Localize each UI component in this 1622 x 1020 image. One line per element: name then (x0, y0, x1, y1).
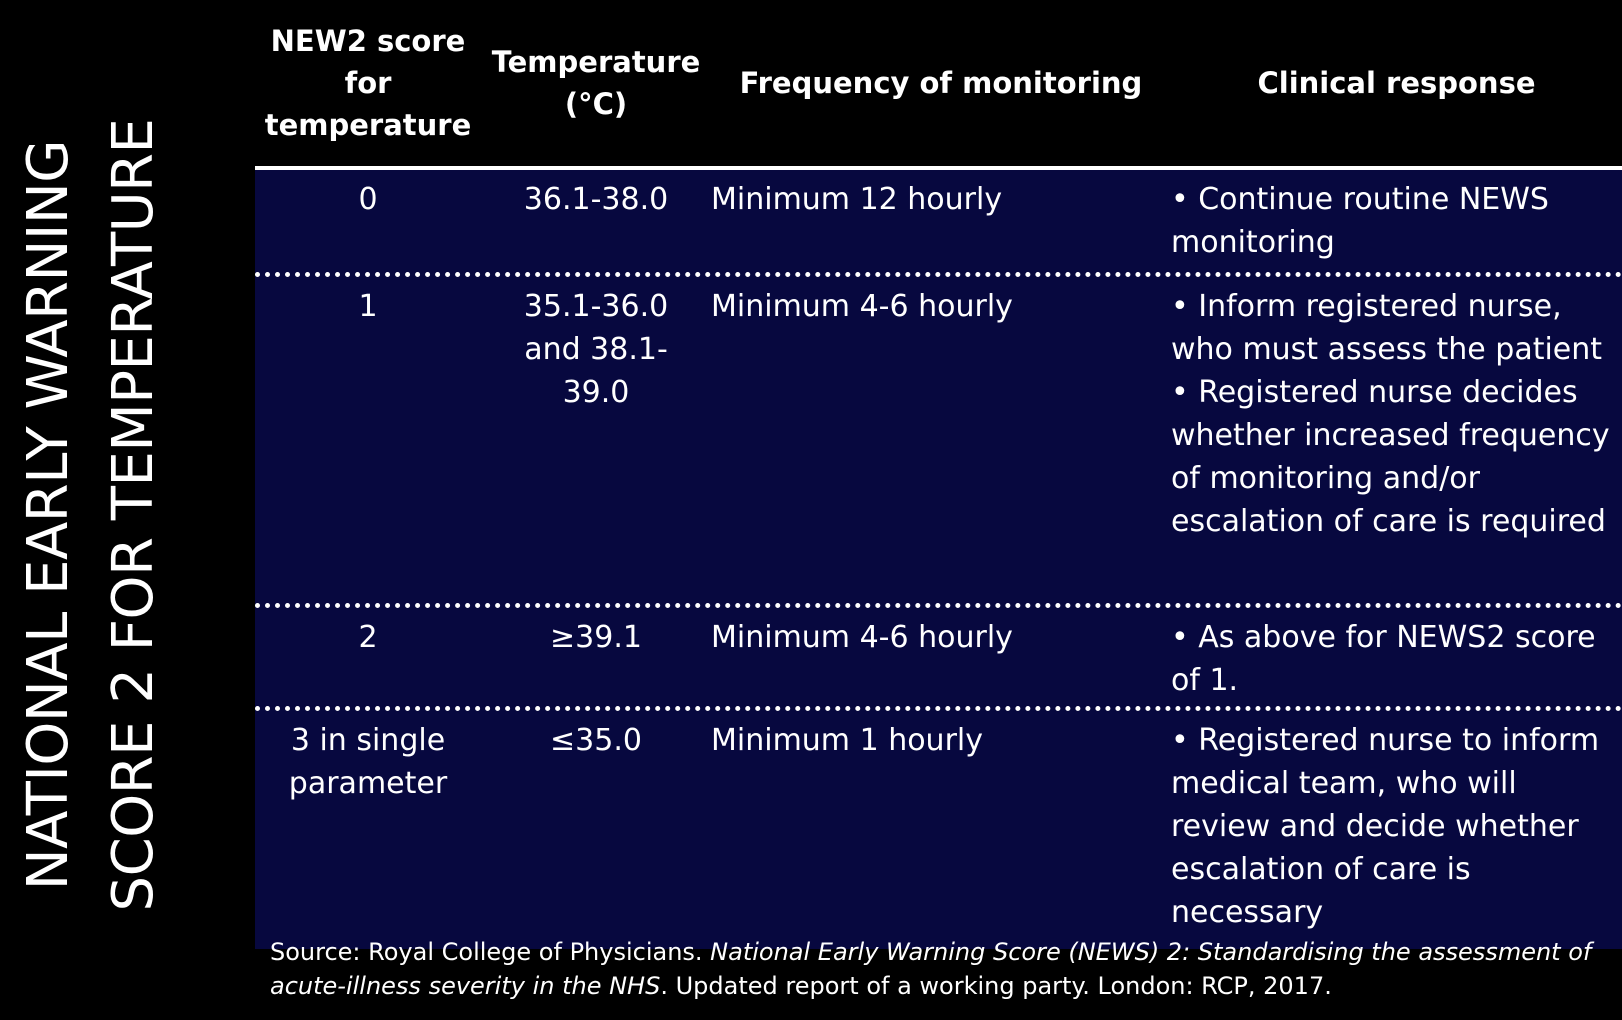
header-response: Clinical response (1257, 66, 1536, 100)
table-row: 3 in single parameter ≤35.0 Minimum 1 ho… (255, 711, 1622, 949)
side-title-line2: SCORE 2 FOR TEMPERATURE (100, 118, 166, 912)
header-score: NEW2 score for temperature (264, 24, 472, 142)
temperature-text: 35.1-36.0 and 38.1-39.0 (523, 289, 669, 410)
response-cell: • Inform registered nurse, who must asse… (1171, 285, 1622, 603)
table-row: 0 36.1-38.0 Minimum 12 hourly • Continue… (255, 170, 1622, 272)
table-row: 1 35.1-36.0 and 38.1-39.0 Minimum 4-6 ho… (255, 277, 1622, 603)
response-item: • Inform registered nurse, who must asse… (1171, 289, 1603, 367)
source-citation: Source: Royal College of Physicians. Nat… (270, 935, 1600, 1003)
frequency-cell: Minimum 1 hourly (711, 723, 983, 758)
temperature-cell: 36.1-38.0 (523, 182, 669, 217)
table-header: NEW2 score for temperature Temperature (… (255, 0, 1622, 170)
table-body: 0 36.1-38.0 Minimum 12 hourly • Continue… (255, 170, 1622, 949)
side-title-line1: NATIONAL EARLY WARNING (15, 139, 81, 891)
side-title: NATIONAL EARLY WARNING SCORE 2 FOR TEMPE… (8, 100, 173, 930)
source-suffix: . Updated report of a working party. Lon… (660, 972, 1332, 1000)
response-cell: • Registered nurse to inform medical tea… (1171, 719, 1622, 949)
frequency-cell: Minimum 12 hourly (711, 182, 1003, 217)
row-divider (255, 706, 1622, 711)
response-item: • Registered nurse to inform medical tea… (1171, 723, 1600, 930)
header-temperature: Temperature (°C) (491, 45, 701, 121)
score-cell: 1 (358, 289, 378, 324)
response-cell: • Continue routine NEWS monitoring (1171, 178, 1622, 272)
response-cell: • As above for NEWS2 score of 1. (1171, 616, 1622, 706)
temperature-cell: ≤35.0 (550, 723, 642, 758)
news2-temperature-table: NEW2 score for temperature Temperature (… (255, 0, 1622, 949)
temperature-cell: 35.1-36.0 and 38.1-39.0 (481, 285, 711, 603)
temperature-cell: ≥39.1 (550, 620, 642, 655)
response-item: • Continue routine NEWS monitoring (1171, 182, 1549, 260)
source-title: National Early Warning Score (NEWS) 2: S… (270, 938, 1592, 1000)
score-cell: 0 (358, 182, 378, 217)
score-cell: 3 in single parameter (255, 719, 481, 949)
row-divider (255, 272, 1622, 277)
score-cell: 2 (358, 620, 378, 655)
response-item: • As above for NEWS2 score of 1. (1171, 620, 1596, 698)
response-item: • Registered nurse decides whether incre… (1171, 375, 1610, 539)
frequency-cell: Minimum 4-6 hourly (711, 289, 1013, 324)
row-divider (255, 603, 1622, 608)
score-text: 3 in single parameter (288, 723, 448, 801)
frequency-cell: Minimum 4-6 hourly (711, 620, 1013, 655)
header-frequency: Frequency of monitoring (739, 66, 1143, 100)
source-prefix: Source: Royal College of Physicians. (270, 938, 711, 966)
table-row: 2 ≥39.1 Minimum 4-6 hourly • As above fo… (255, 608, 1622, 706)
